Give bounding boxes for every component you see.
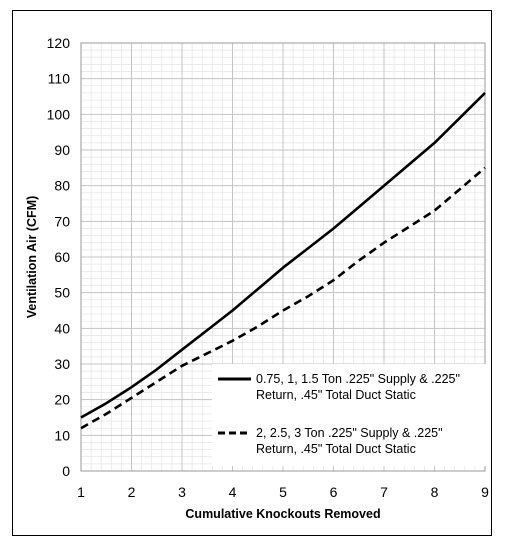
y-tick-label: 40 [54,320,70,336]
legend: 0.75, 1, 1.5 Ton .225" Supply & .225" Re… [212,364,488,466]
x-tick-label: 7 [380,484,388,500]
x-axis-title: Cumulative Knockouts Removed [185,507,380,521]
series-line-solid [80,91,486,419]
y-tick-label: 90 [54,142,70,158]
y-tick-label: 70 [54,213,70,229]
legend-solid-line1: 0.75, 1, 1.5 Ton .225" Supply & .225" [256,372,460,386]
y-tick-label: 100 [47,106,71,122]
x-tick-label: 5 [279,484,287,500]
series-lines [80,91,486,430]
x-tick-label: 3 [178,484,186,500]
y-tick-label: 0 [62,463,70,479]
x-tick-label: 8 [431,484,439,500]
x-tick-label: 2 [128,484,136,500]
legend-solid-line2: Return, .45" Total Duct Static [256,388,416,402]
x-tick-label: 1 [77,484,85,500]
series-line-dashed [80,166,486,430]
x-tick-label: 4 [229,484,237,500]
x-tick-label: 9 [481,484,489,500]
y-axis-title: Ventilation Air (CFM) [25,196,39,318]
y-tick-label: 80 [54,178,70,194]
y-tick-label: 120 [47,35,71,51]
legend-dashed-line2: Return, .45" Total Duct Static [256,442,416,456]
plot-area-border [80,42,486,472]
legend-dashed-line1: 2, 2.5, 3 Ton .225" Supply & .225" [256,426,443,440]
y-tick-label: 60 [54,249,70,265]
y-tick-label: 10 [54,427,70,443]
legend-box [212,364,488,466]
y-tick-label: 110 [48,71,71,87]
y-tick-label: 30 [54,356,70,372]
x-tick-label: 6 [330,484,338,500]
y-tick-label: 20 [54,392,70,408]
y-tick-label: 50 [54,285,70,301]
